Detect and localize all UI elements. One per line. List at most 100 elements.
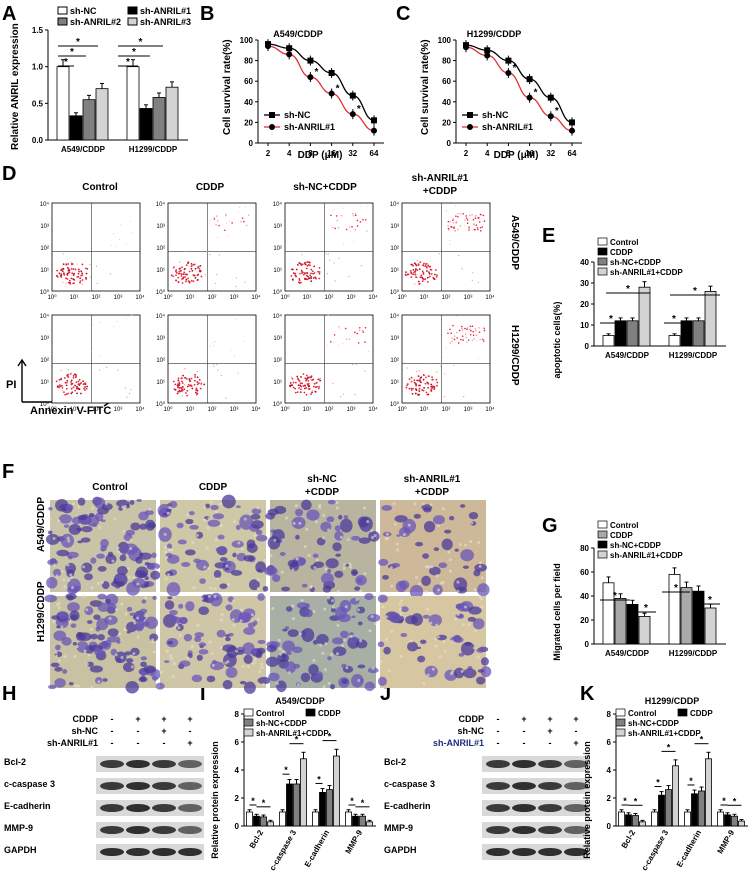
flow-event — [125, 242, 127, 244]
migrated-cell — [140, 675, 146, 682]
migrated-cell — [101, 581, 110, 590]
category-label: A549/CDDP — [605, 649, 650, 658]
flow-event — [237, 211, 239, 213]
membrane-pore — [55, 654, 59, 658]
flow-event — [176, 383, 179, 386]
flow-event — [354, 212, 357, 215]
flow-event — [65, 381, 68, 384]
membrane-pore — [214, 537, 218, 541]
membrane-pore — [278, 647, 282, 651]
flow-event — [453, 335, 456, 337]
migrated-cell — [257, 639, 266, 645]
membrane-pore — [256, 617, 260, 621]
x-tick-label: 8 — [506, 149, 511, 158]
flow-event — [300, 376, 302, 378]
membrane-pore — [177, 626, 181, 630]
flow-event — [426, 276, 429, 279]
membrane-pore — [438, 655, 442, 659]
migrated-cell — [316, 537, 326, 546]
membrane-pore — [478, 564, 482, 568]
flow-event — [466, 328, 468, 330]
flow-tick-label: 10³ — [390, 336, 399, 342]
legend-label: Control — [610, 521, 638, 530]
condition-sign: + — [573, 738, 578, 748]
flow-event — [62, 253, 64, 255]
category-label: H1299/CDDP — [129, 145, 178, 154]
flow-event — [217, 369, 219, 371]
protein-band — [564, 782, 588, 790]
flow-event — [445, 347, 447, 349]
migrated-cell — [351, 535, 361, 541]
flow-event — [468, 226, 470, 228]
flow-event — [67, 269, 70, 272]
flow-event — [313, 382, 316, 385]
flow-event — [172, 380, 175, 383]
panel-c-ylabel: Cell survival rate(%) — [420, 39, 431, 135]
flow-tick-label: 10¹ — [420, 295, 429, 301]
membrane-pore — [480, 576, 484, 580]
category-label: A549/CDDP — [605, 351, 650, 360]
flow-event — [68, 271, 71, 274]
flow-event — [180, 380, 183, 383]
bar — [602, 335, 615, 347]
flow-event — [462, 339, 464, 341]
flow-event — [332, 382, 334, 384]
flow-event — [175, 269, 178, 271]
membrane-pore — [414, 575, 418, 579]
flow-event — [451, 337, 453, 340]
flow-event — [308, 376, 311, 379]
flow-event — [181, 386, 184, 388]
migrated-cell — [325, 558, 339, 569]
flow-event — [453, 227, 455, 229]
migrated-cell — [335, 606, 347, 619]
flow-event — [194, 277, 197, 279]
flow-event — [295, 268, 298, 271]
flow-event — [72, 386, 75, 389]
flow-tick-label: 10¹ — [420, 407, 429, 413]
flow-event — [306, 272, 308, 274]
x-tick-label: 32 — [546, 149, 555, 158]
membrane-pore — [209, 500, 213, 504]
flow-event — [196, 383, 199, 386]
flow-event — [445, 209, 447, 211]
migrated-cell — [89, 665, 103, 673]
flow-event — [307, 263, 310, 266]
y-tick-label: 0 — [607, 822, 612, 831]
migrated-cell — [400, 633, 408, 638]
flow-plot-frame — [167, 314, 257, 404]
migrated-cell — [166, 543, 173, 550]
flow-event — [92, 324, 94, 326]
legend-label: Control — [610, 238, 638, 247]
flow-event — [340, 396, 342, 398]
flow-event — [301, 263, 304, 266]
flow-event — [58, 271, 60, 274]
membrane-pore — [129, 538, 133, 542]
migrated-cell — [80, 537, 91, 543]
flow-event — [292, 386, 295, 389]
flow-event — [469, 333, 472, 336]
membrane-pore — [167, 548, 171, 552]
flow-event — [469, 325, 472, 328]
migrated-cell — [224, 634, 230, 638]
flow-event — [206, 250, 208, 253]
membrane-pore — [373, 534, 377, 538]
bar — [639, 821, 646, 827]
flow-event — [184, 376, 187, 379]
migrated-cell — [140, 656, 147, 661]
bar — [260, 816, 267, 827]
panel-letter-c: C — [396, 3, 410, 25]
membrane-pore — [426, 607, 430, 611]
flow-event — [67, 281, 70, 284]
migrated-cell — [223, 653, 237, 668]
flow-event — [415, 384, 418, 387]
condition-sign: + — [573, 714, 578, 724]
flow-event — [316, 381, 318, 383]
flow-event — [431, 378, 434, 381]
migrated-cell — [96, 618, 109, 631]
membrane-pore — [435, 574, 439, 578]
protein-band — [126, 760, 150, 768]
flow-event — [183, 271, 186, 274]
flow-tick-label: 10¹ — [40, 380, 49, 386]
protein-band — [512, 782, 536, 790]
flow-event — [296, 263, 299, 266]
